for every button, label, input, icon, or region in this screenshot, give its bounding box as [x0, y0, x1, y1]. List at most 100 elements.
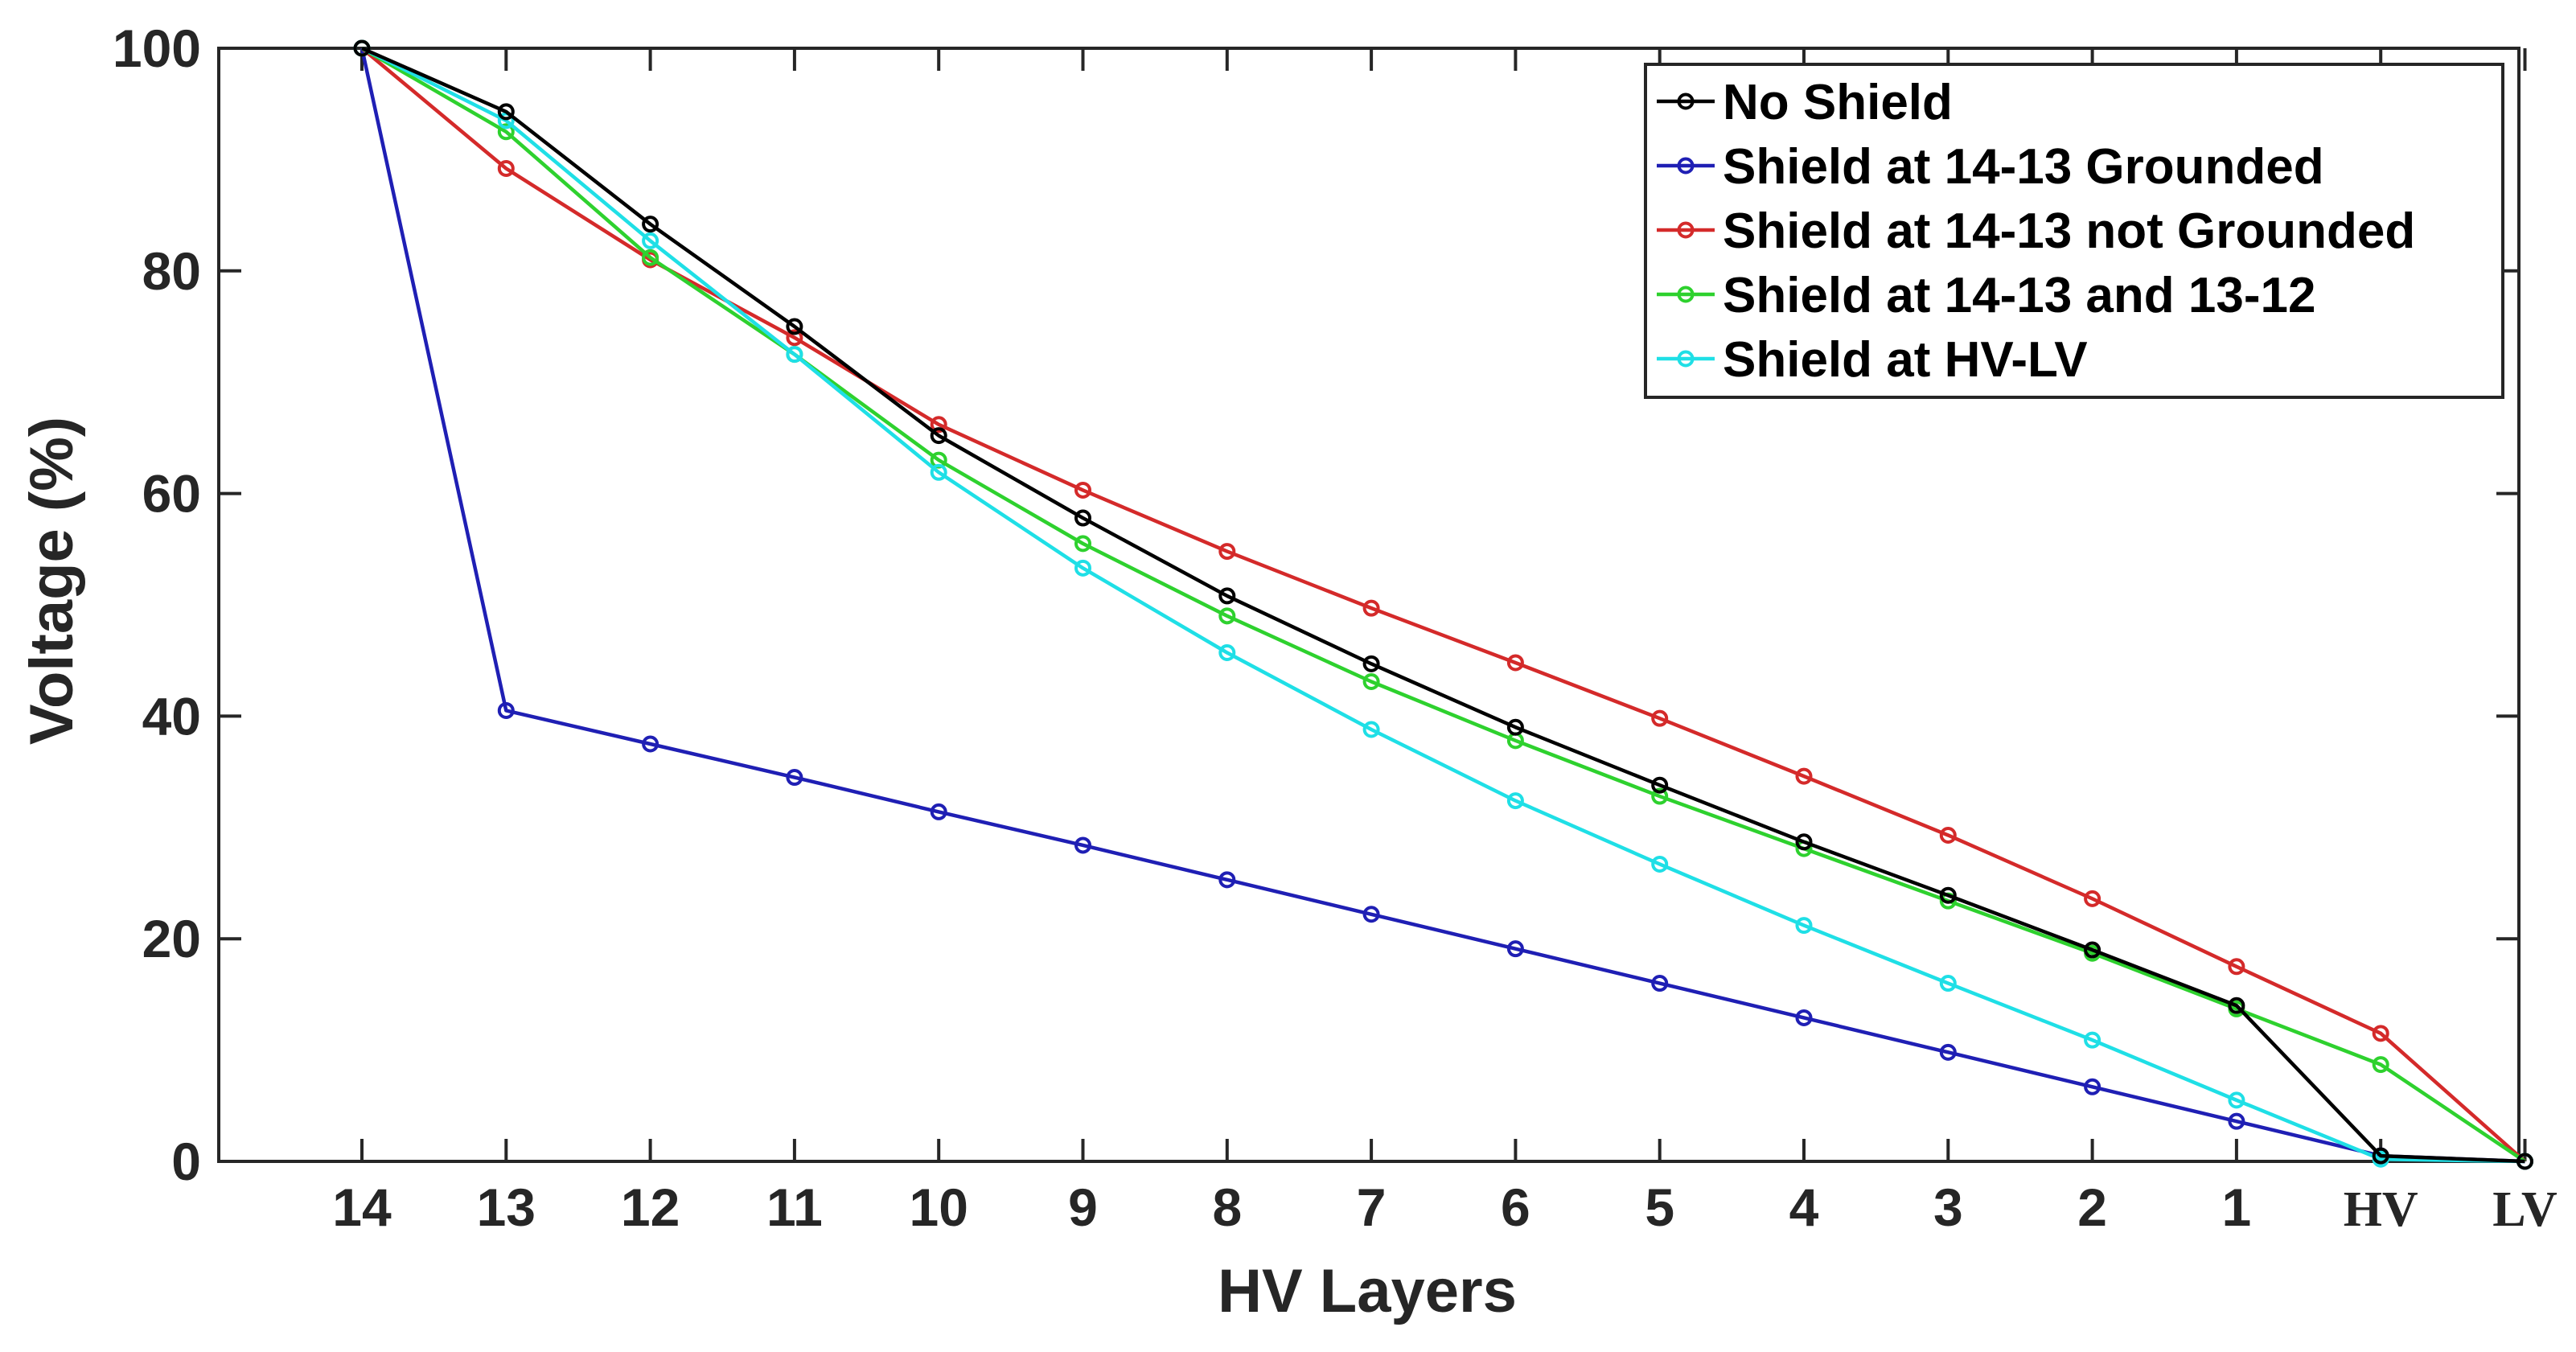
data-point — [1795, 767, 1813, 785]
data-point — [1651, 855, 1669, 873]
y-tick-label: 80 — [142, 241, 201, 301]
data-point — [1651, 975, 1669, 992]
legend-item: Shield at HV-LV — [1657, 332, 2088, 388]
series-line — [361, 46, 2525, 1164]
legend-item: No Shield — [1657, 75, 1953, 130]
legend-swatch-marker — [1677, 157, 1695, 175]
y-tick-label: 20 — [142, 909, 201, 968]
legend-swatch-marker — [1677, 286, 1695, 303]
y-tick-label: 40 — [142, 686, 201, 746]
x-tick-label: 11 — [766, 1177, 823, 1237]
axis-ticks: 0 20 40 60 80 100 14 13 12 11 10 9 8 7 6 5 4 3 2 1 HV LV — [113, 18, 2558, 1237]
data-point — [2084, 1031, 2101, 1049]
data-point — [1939, 886, 1957, 904]
data-point — [497, 159, 515, 177]
x-tick-label: 9 — [1068, 1177, 1098, 1237]
data-point — [1362, 721, 1380, 738]
data-point — [497, 103, 515, 121]
data-point — [2372, 1025, 2389, 1042]
data-point — [353, 39, 371, 57]
legend-box — [1644, 63, 2504, 399]
data-point — [2084, 890, 2101, 907]
data-point — [642, 232, 659, 249]
data-point — [786, 318, 803, 335]
data-series — [353, 39, 2533, 1170]
series-line — [359, 47, 2525, 1164]
data-point — [1506, 654, 1524, 672]
data-point — [1074, 481, 1091, 499]
x-tick-label: 5 — [1645, 1177, 1674, 1237]
data-point — [1362, 906, 1380, 923]
data-point — [1651, 787, 1669, 805]
legend-label: Shield at 14-13 and 13-12 — [1723, 268, 2315, 323]
data-point — [1074, 509, 1091, 527]
data-point — [1074, 559, 1091, 577]
data-point — [1218, 644, 1236, 662]
data-point — [930, 427, 947, 445]
data-point — [1651, 776, 1669, 794]
data-point — [1218, 587, 1236, 605]
legend-item: Shield at 14-13 not Grounded — [1657, 203, 2415, 259]
data-point — [642, 735, 659, 753]
legend-item: Shield at 14-13 and 13-12 — [1657, 268, 2315, 323]
data-point — [1795, 833, 1813, 851]
data-point — [786, 346, 803, 364]
data-point — [1218, 607, 1236, 625]
series-line — [360, 47, 2526, 1163]
data-point — [1218, 543, 1236, 561]
data-point — [930, 416, 947, 434]
data-point — [497, 701, 515, 719]
series-shield-at-hv-lv — [353, 39, 2533, 1170]
data-point — [1795, 917, 1813, 935]
legend-label: Shield at 14-13 not Grounded — [1723, 203, 2415, 259]
x-tick-label: LV — [2492, 1182, 2558, 1237]
legend-label: Shield at 14-13 Grounded — [1723, 139, 2324, 195]
legend: No Shield Shield at 14-13 Grounded Shield … — [1644, 63, 2504, 399]
x-tick-label: 8 — [1212, 1177, 1242, 1237]
data-point — [1939, 826, 1957, 844]
data-point — [1074, 535, 1091, 553]
legend-swatch-marker — [1677, 350, 1695, 368]
x-tick-label: 12 — [621, 1177, 680, 1237]
axes — [217, 47, 2521, 1163]
data-point — [2372, 1147, 2389, 1165]
legend-swatch-marker — [1677, 221, 1695, 239]
data-point — [786, 769, 803, 787]
x-tick-label: 6 — [1501, 1177, 1530, 1237]
data-point — [1651, 709, 1669, 727]
data-point — [2372, 1056, 2389, 1074]
x-tick-label: 10 — [909, 1177, 968, 1237]
x-axis-title: HV Layers — [1218, 1257, 1517, 1325]
data-point — [930, 463, 947, 481]
x-tick-label: 7 — [1357, 1177, 1387, 1237]
x-tick-label: 13 — [477, 1177, 536, 1237]
data-point — [930, 803, 947, 820]
y-tick-label: 0 — [171, 1132, 201, 1191]
data-point — [2084, 1078, 2101, 1095]
data-point — [1218, 871, 1236, 889]
x-tick-label: 3 — [1933, 1177, 1963, 1237]
data-point — [1362, 655, 1380, 672]
x-tick-label: HV — [2344, 1182, 2418, 1237]
data-point — [2084, 941, 2101, 959]
y-tick-label: 100 — [113, 18, 201, 78]
data-point — [642, 216, 659, 233]
data-point — [1506, 718, 1524, 736]
data-point — [2516, 1153, 2533, 1170]
data-point — [1074, 836, 1091, 854]
data-point — [2228, 958, 2245, 976]
data-point — [497, 123, 515, 141]
x-tick-label: 1 — [2222, 1177, 2252, 1237]
x-tick-label: 4 — [1789, 1177, 1819, 1237]
series-no-shield — [353, 39, 2533, 1170]
legend-label: Shield at HV-LV — [1723, 332, 2088, 388]
legend-label: No Shield — [1723, 75, 1953, 130]
data-point — [2228, 1091, 2245, 1109]
data-point — [1939, 975, 1957, 992]
x-tick-label: 2 — [2077, 1177, 2107, 1237]
data-point — [1939, 1043, 1957, 1061]
data-point — [1795, 1009, 1813, 1026]
plot-area-box — [217, 47, 2521, 1163]
